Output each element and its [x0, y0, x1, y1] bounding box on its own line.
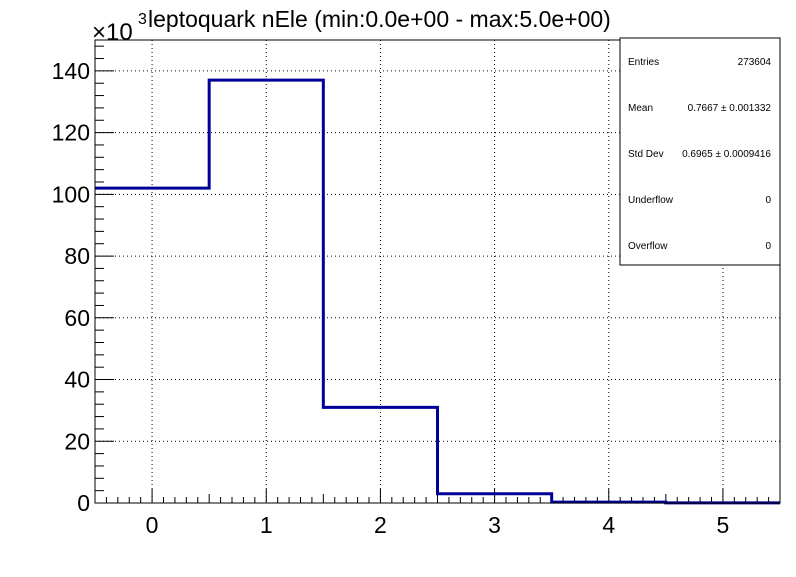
y-multiplier-label: ×10 [92, 19, 133, 46]
y-tick-label: 40 [64, 367, 90, 393]
stats-box-frame [619, 37, 781, 266]
stats-box: Entries 273604 Mean 0.7667 ± 0.001332 Std De… [619, 37, 781, 266]
y-tick-label: 80 [64, 243, 90, 269]
stats-rows: Entries 273604 Mean 0.7667 ± 0.001332 Std De… [628, 57, 771, 252]
stats-value: 0.7667 ± 0.001332 [688, 103, 772, 114]
y-tick-label: 120 [52, 120, 90, 146]
chart-title: leptoquark nEle (min:0.0e+00 - max:5.0e+… [148, 6, 611, 32]
x-tick-label: 5 [717, 512, 730, 538]
x-tick-label: 1 [260, 512, 273, 538]
stats-value: 0.6965 ± 0.0009416 [682, 149, 771, 160]
y-tick-label: 140 [52, 58, 90, 84]
histogram-line [95, 78, 780, 505]
stats-value: 273604 [738, 57, 772, 68]
y-tick-label: 20 [64, 428, 90, 454]
x-tick-label: 3 [488, 512, 501, 538]
tick-labels-layer: 0 1 2 3 4 5 0 20 40 60 80 100 120 140 [52, 58, 730, 538]
y-tick-label: 60 [64, 305, 90, 331]
plot-frame [94, 39, 781, 504]
stats-value: 0 [765, 241, 771, 252]
x-tick-label: 0 [146, 512, 159, 538]
histogram-layer [95, 78, 780, 505]
y-tick-label: 100 [52, 181, 90, 207]
stats-label: Std Dev [628, 149, 664, 160]
stats-label: Overflow [628, 241, 668, 252]
stats-value: 0 [765, 195, 771, 206]
stats-label: Underflow [628, 195, 674, 206]
y-multiplier-exponent: 3 [138, 11, 147, 28]
stats-label: Mean [628, 103, 653, 114]
y-tick-label: 0 [77, 490, 90, 516]
stats-label: Entries [628, 57, 659, 68]
x-tick-label: 4 [602, 512, 615, 538]
x-tick-label: 2 [374, 512, 387, 538]
